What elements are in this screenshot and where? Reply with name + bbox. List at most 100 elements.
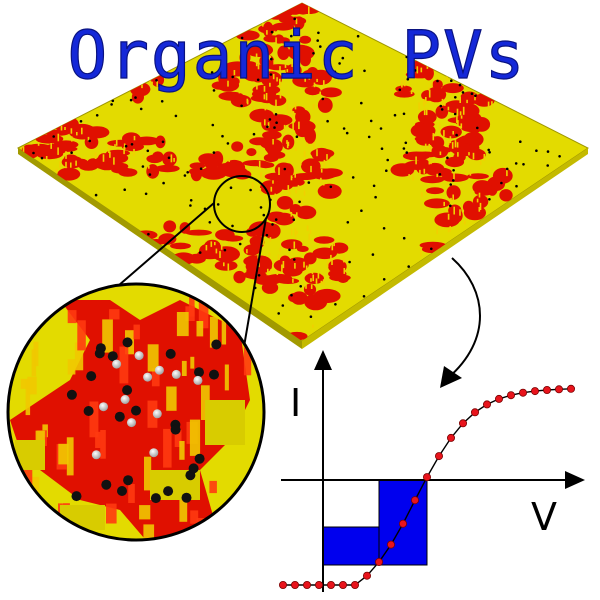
zoom-hole [112,359,122,369]
donor-spike [316,149,318,157]
donor-spike [290,212,293,217]
donor-domain [109,162,129,170]
donor-domain [197,249,224,260]
carrier-dot [229,186,233,189]
donor-spike [303,271,306,275]
donor-domain [317,97,333,113]
carrier-dot [161,140,165,144]
donor-domain [222,235,244,242]
donor-spike [123,147,125,155]
donor-domain [246,148,257,157]
carrier-dot [382,227,386,230]
carrier-dot [295,135,299,138]
carrier-dot [402,236,406,240]
donor-spike [303,261,305,268]
donor-spike [257,152,260,157]
carrier-dot [223,248,227,252]
zoom-pillar [30,497,40,510]
donor-spike [255,53,258,58]
donor-domain [420,175,445,184]
zoom-pillar [166,386,177,411]
donor-spike [474,93,476,101]
donor-spike [311,268,314,274]
carrier-dot [147,232,150,236]
carrier-dot [515,184,518,188]
donor-spike [269,237,272,242]
donor-spike [464,220,466,225]
donor-domain [405,70,434,79]
donor-spike [298,36,301,40]
donor-spike [459,111,462,116]
donor-spike [320,168,323,173]
donor-spike [312,103,315,110]
zoom-pillar [143,524,155,540]
carrier-dot [198,251,202,254]
donor-domain [243,244,260,256]
carrier-dot [110,103,113,106]
donor-spike [449,136,452,144]
iv-curve-points [278,384,576,590]
carrier-dot [436,79,439,83]
carrier-dot [139,107,143,111]
donor-spike [276,270,279,275]
donor-domain [262,116,286,132]
carrier-dot [449,183,453,186]
donor-spike [300,160,302,166]
carrier-dot [438,173,442,176]
zoom-hole [120,395,130,404]
donor-domain [273,212,295,226]
donor-spike [343,268,346,274]
donor-spike [65,151,67,159]
donor-domain [394,90,415,98]
donor-domain [296,245,309,252]
donor-spike [436,226,438,235]
carrier-dot [546,150,550,153]
donor-spike [306,225,309,232]
donor-spike [148,165,150,169]
carrier-dot [328,72,332,75]
zoom-electron [71,491,82,502]
donor-spike [76,132,78,136]
donor-spike [464,170,467,175]
donor-spike [286,140,288,144]
carrier-dot [210,71,214,74]
zoom-pillar [119,346,129,384]
page-title: Organic PVs [67,17,526,94]
donor-spike [141,82,143,89]
carrier-dot [290,34,293,38]
donor-spike [273,30,276,34]
donor-domain [426,187,444,195]
carrier-dot [162,181,165,185]
donor-spike [156,80,158,87]
donor-spike [316,78,318,82]
zoom-pillar [106,503,117,524]
carrier-dot [374,195,377,199]
donor-spike [268,55,271,60]
donor-spike [114,144,116,148]
donor-domain [288,261,300,272]
donor-spike [439,123,441,129]
donor-domain [404,160,431,170]
carrier-dot [454,96,457,99]
donor-spike [418,102,420,110]
donor-spike [483,154,486,161]
donor-domain [410,123,436,139]
zoom-pillar [89,401,99,438]
donor-spike [269,269,272,274]
carrier-dot [259,206,263,209]
carrier-dot [290,293,293,297]
y-axis-label: I [290,381,301,425]
donor-spike [205,245,208,251]
donor-spike [428,87,430,91]
donor-spike [294,227,297,236]
donor-spike [287,141,290,147]
zoom-pillar [31,349,37,377]
iv-curve-point [362,571,371,580]
carrier-dot [252,132,256,136]
donor-domain [329,274,351,282]
donor-spike [487,101,490,109]
carrier-dot [32,151,35,155]
carrier-dot [183,174,187,177]
carrier-dot [249,188,252,192]
